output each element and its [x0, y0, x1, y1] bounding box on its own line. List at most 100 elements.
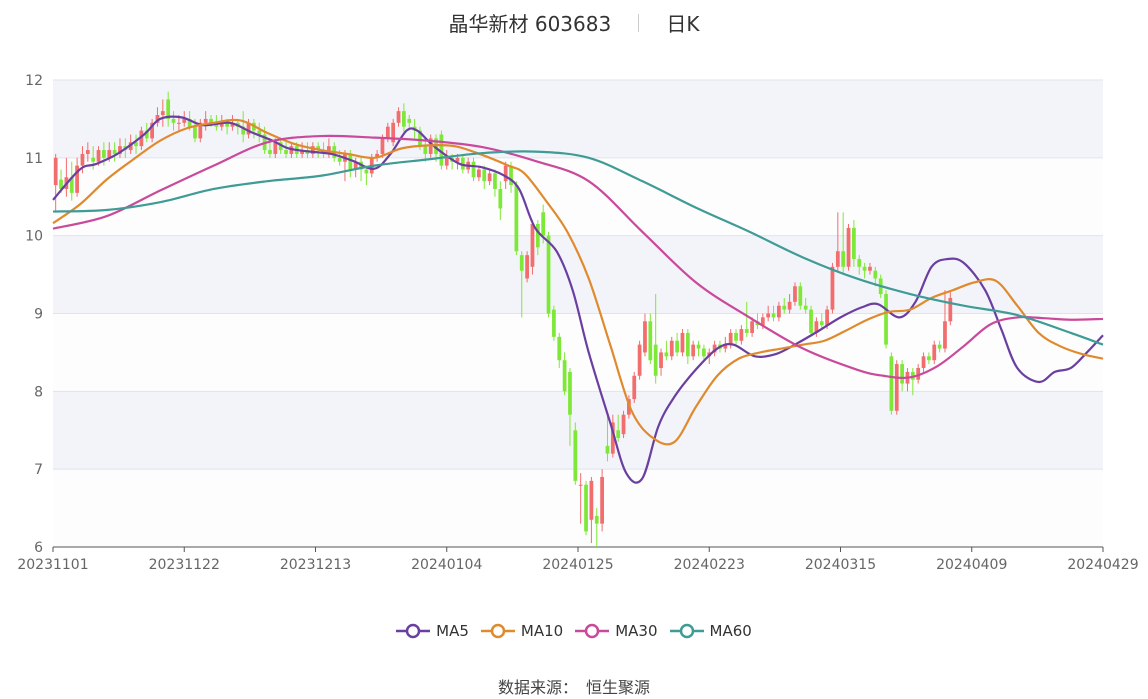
candle-body	[193, 126, 197, 139]
candle-body	[760, 317, 765, 326]
kline-chart: 6 7 8 9 10 11 12 20231101 20231122 20231213 202401…	[17, 73, 1138, 573]
candle-body	[118, 146, 122, 154]
candle-body	[921, 356, 926, 368]
candle-body	[643, 321, 647, 353]
candle-body	[573, 430, 578, 481]
x-tick-label: 20240409	[936, 557, 1007, 573]
candle-body	[675, 340, 679, 353]
y-tick-label: 9	[34, 307, 43, 323]
candle-body	[766, 313, 771, 318]
grid-band	[53, 313, 1103, 392]
candle-body	[310, 146, 315, 154]
legend-marker-icon	[575, 623, 610, 639]
candle-body	[209, 118, 213, 123]
candle-body	[107, 150, 112, 158]
candle-body	[327, 146, 331, 154]
candle-body	[868, 266, 872, 271]
candle-body	[219, 122, 224, 127]
candle-body	[198, 122, 203, 139]
chart-legend: MA5 MA10 MA30 MA60	[0, 622, 1148, 643]
y-tick-label: 11	[25, 151, 43, 167]
candle-body	[102, 150, 106, 158]
candle-body	[680, 332, 685, 353]
legend-item-ma5[interactable]: MA5	[396, 622, 469, 640]
candle-body	[402, 111, 406, 127]
y-tick-label: 7	[34, 462, 43, 478]
candle-body	[659, 352, 663, 368]
candle-body	[460, 157, 465, 170]
candle-body	[610, 422, 615, 454]
candle-body	[605, 445, 610, 454]
candle-body	[809, 309, 813, 333]
candle-body	[616, 430, 621, 439]
candle-body	[69, 177, 74, 193]
candle-body	[723, 344, 728, 349]
source-label: 数据来源：	[497, 678, 578, 697]
candle-body	[653, 344, 658, 376]
x-tick-label: 20240429	[1067, 557, 1138, 573]
candle-body	[80, 153, 85, 166]
candle-body	[948, 297, 953, 322]
candle-body	[514, 185, 519, 252]
candle-body	[144, 130, 149, 139]
candle-body	[852, 227, 856, 260]
candle-body	[375, 153, 379, 158]
candle-body	[669, 340, 674, 357]
candle-body	[552, 309, 556, 337]
candle-body	[241, 126, 246, 135]
candle-body	[284, 150, 288, 154]
candle-body	[385, 126, 390, 139]
candle-body	[771, 313, 776, 318]
legend-item-ma60[interactable]: MA60	[669, 622, 752, 640]
candle-body	[916, 367, 921, 380]
legend-item-ma30[interactable]: MA30	[575, 622, 658, 640]
series-line-ma30	[52, 134, 1104, 380]
candle-body	[493, 173, 497, 189]
legend-marker-icon	[669, 623, 704, 639]
candle-body	[862, 266, 867, 271]
source-value: 恒生聚源	[586, 678, 651, 697]
candle-body	[637, 344, 642, 376]
x-tick-label: 20240223	[674, 557, 745, 573]
x-tick-label: 20231101	[17, 557, 88, 573]
candle-body	[225, 122, 229, 127]
x-tick-label: 20231213	[280, 557, 351, 573]
candle-body	[782, 305, 787, 310]
candle-body	[632, 375, 637, 400]
legend-label: MA60	[709, 622, 752, 640]
candle-body	[268, 150, 272, 154]
candle-body	[498, 188, 503, 209]
legend-label: MA30	[615, 622, 658, 640]
candle-body	[477, 169, 481, 178]
candle-body	[155, 115, 160, 123]
candle-body	[734, 332, 738, 341]
candle-body	[568, 371, 572, 415]
legend-item-ma10[interactable]: MA10	[480, 622, 563, 640]
x-tick-label: 20240125	[542, 557, 613, 573]
candle-body	[439, 134, 444, 166]
candle-body	[664, 352, 669, 357]
candle-body	[535, 223, 540, 248]
candle-body	[814, 321, 819, 333]
candle-body	[509, 165, 513, 186]
candle-body	[530, 223, 535, 267]
legend-label: MA5	[436, 622, 469, 640]
candle-body	[830, 266, 835, 310]
candle-body	[75, 165, 79, 193]
candle-body	[873, 270, 878, 279]
candle-body	[803, 305, 808, 310]
candle-body	[562, 360, 567, 392]
candle-body	[712, 344, 717, 353]
candle-body	[316, 146, 321, 151]
candle-body	[423, 146, 428, 154]
candle-body	[503, 165, 508, 182]
candle-body	[455, 157, 460, 162]
candle-body	[557, 336, 562, 361]
candle-body	[91, 157, 96, 162]
x-tick-label: 20240315	[805, 557, 876, 573]
candle-body	[85, 150, 90, 154]
legend-marker-icon	[480, 623, 515, 639]
candle-body	[841, 251, 846, 267]
candle-body	[621, 414, 626, 435]
grid-band	[53, 80, 1103, 158]
